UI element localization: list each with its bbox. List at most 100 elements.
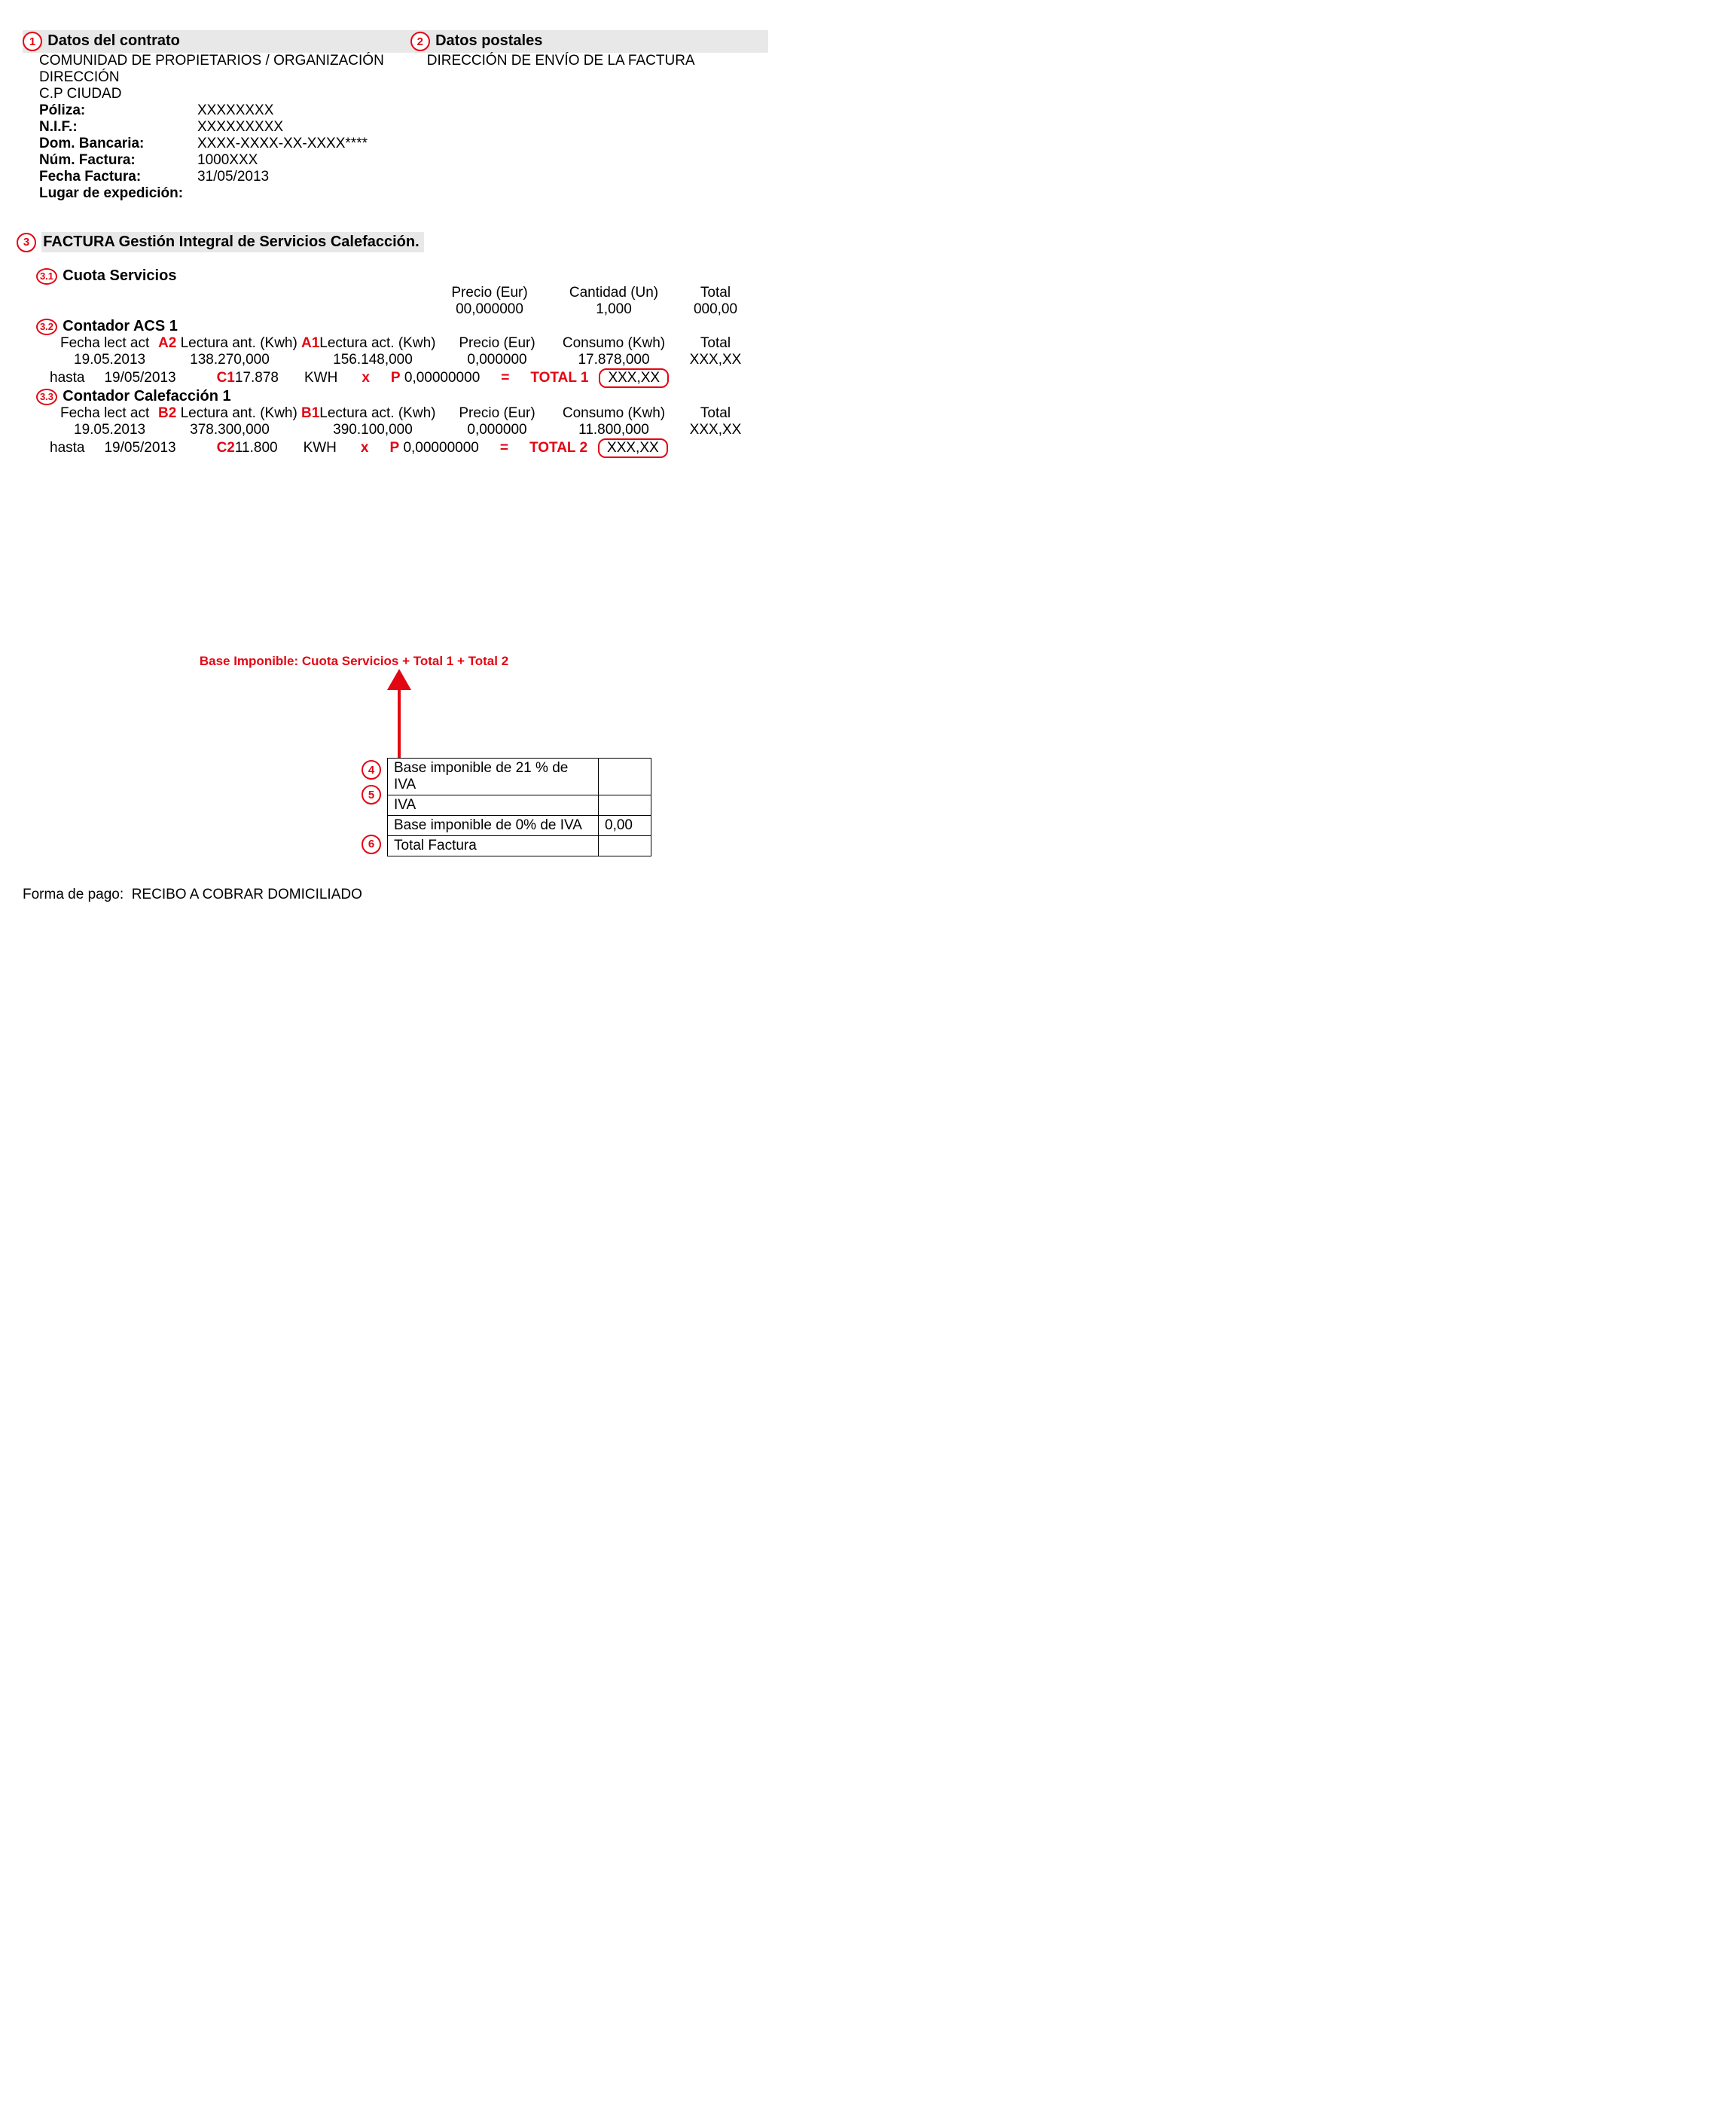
- totals-table: Base imponible de 21 % de IVA IVA Base i…: [387, 758, 651, 856]
- pago-v: RECIBO A COBRAR DOMICILIADO: [132, 887, 362, 902]
- sec32-row: 3.2 Contador ACS 1: [23, 318, 768, 335]
- sec33-row: 3.3 Contador Calefacción 1: [23, 388, 768, 405]
- s32-a1: A1: [301, 335, 319, 351]
- s32-headers: Fecha lect act A2 Lectura ant. (Kwh) A1L…: [23, 335, 768, 352]
- tot-r6-v: 0,00: [599, 816, 651, 836]
- base-note: Base Imponible: Cuota Servicios + Total …: [158, 654, 550, 669]
- pago-line: Forma de pago: RECIBO A COBRAR DOMICILIA…: [23, 887, 768, 903]
- s32-v-lant: 138.270,000: [158, 352, 301, 368]
- s33-pv: 0,00000000: [403, 440, 478, 456]
- sec2-title: Datos postales: [435, 32, 542, 49]
- s32-h-precio: Precio (Eur): [444, 335, 550, 352]
- s33-h-fecha: Fecha lect act: [60, 405, 158, 422]
- org-line: COMUNIDAD DE PROPIETARIOS / ORGANIZACIÓN: [39, 53, 410, 69]
- marker-31: 3.1: [36, 268, 57, 285]
- marker-5: 5: [362, 785, 381, 804]
- s32-kwh: KWH: [304, 370, 337, 386]
- fechaf-k: Fecha Factura:: [39, 169, 197, 185]
- s33-eq: =: [500, 440, 508, 456]
- fechaf-v: 31/05/2013: [197, 169, 410, 185]
- poliza-v: XXXXXXXX: [197, 102, 410, 119]
- s32-h-total: Total: [678, 335, 753, 352]
- tot-r4-l: Base imponible de 21 % de IVA: [388, 759, 599, 795]
- sec1-title: Datos del contrato: [47, 32, 180, 49]
- poliza-k: Póliza:: [39, 102, 197, 119]
- sec3-row: 3 FACTURA Gestión Integral de Servicios …: [23, 232, 768, 252]
- sec31-title: Cuota Servicios: [63, 267, 176, 284]
- s32-x: x: [362, 370, 370, 386]
- marker-32: 3.2: [36, 319, 57, 335]
- numf-v: 1000XXX: [197, 152, 410, 169]
- ship-addr: DIRECCIÓN DE ENVÍO DE LA FACTURA: [427, 53, 768, 69]
- s33-c2: C2: [217, 440, 235, 456]
- marker-6: 6: [362, 835, 381, 854]
- s33-x: x: [361, 440, 369, 456]
- tot-r5-l: IVA: [388, 795, 599, 816]
- s32-calc: hasta 19/05/2013 C117.878 KWH x P 0,0000…: [23, 368, 768, 388]
- s31-v-cant: 1,000: [550, 301, 678, 318]
- tot-r7-v: [599, 836, 651, 856]
- tot-r6-l: Base imponible de 0% de IVA: [388, 816, 599, 836]
- s32-v-fecha: 19.05.2013: [60, 352, 158, 368]
- nif-v: XXXXXXXXX: [197, 119, 410, 136]
- s32-h-fecha: Fecha lect act: [60, 335, 158, 352]
- s32-v-cons: 17.878,000: [550, 352, 678, 368]
- s32-eq: =: [501, 370, 509, 386]
- s33-c2v: 11.800: [235, 440, 278, 456]
- s32-c1: C1: [217, 370, 235, 386]
- s33-v-precio: 0,000000: [444, 422, 550, 438]
- s31-values: 00,000000 1,000 000,00: [23, 301, 768, 318]
- sec3-title: FACTURA Gestión Integral de Servicios Ca…: [41, 232, 423, 252]
- s33-v-cons: 11.800,000: [550, 422, 678, 438]
- s32-v-total: XXX,XX: [678, 352, 753, 368]
- s33-hasta: hasta: [50, 440, 84, 456]
- nif-k: N.I.F.:: [39, 119, 197, 136]
- s32-h-cons: Consumo (Kwh): [550, 335, 678, 352]
- s33-totbox: XXX,XX: [598, 438, 668, 458]
- dom-k: Dom. Bancaria:: [39, 136, 197, 152]
- s33-b1: B1: [301, 405, 319, 421]
- s31-h-total: Total: [678, 285, 753, 301]
- sec31-row: 3.1 Cuota Servicios: [23, 267, 768, 285]
- s33-h-precio: Precio (Eur): [444, 405, 550, 422]
- s31-v-total: 000,00: [678, 301, 753, 318]
- marker-4: 4: [362, 760, 381, 780]
- s32-v-precio: 0,000000: [444, 352, 550, 368]
- s32-p: P: [391, 370, 401, 386]
- s33-kwh: KWH: [304, 440, 337, 456]
- s33-totlbl: TOTAL 2: [529, 440, 587, 456]
- marker-33: 3.3: [36, 389, 57, 405]
- s32-totlbl: TOTAL 1: [530, 370, 588, 386]
- tot-r4-v: [599, 759, 651, 795]
- s31-h-cant: Cantidad (Un): [550, 285, 678, 301]
- s32-c1v: 17.878: [235, 370, 279, 386]
- s32-hasta-v: 19/05/2013: [104, 370, 175, 386]
- s33-p: P: [389, 440, 399, 456]
- dom-v: XXXX-XXXX-XX-XXXX****: [197, 136, 410, 152]
- s32-totbox: XXX,XX: [599, 368, 669, 388]
- header-body: COMUNIDAD DE PROPIETARIOS / ORGANIZACIÓN…: [23, 53, 768, 202]
- arrow-icon: [384, 669, 414, 758]
- s33-v-total: XXX,XX: [678, 422, 753, 438]
- lugar-k: Lugar de expedición:: [39, 185, 197, 202]
- s32-pv: 0,00000000: [404, 370, 480, 386]
- s31-headers: Precio (Eur) Cantidad (Un) Total: [23, 285, 768, 301]
- s33-h-cons: Consumo (Kwh): [550, 405, 678, 422]
- s33-v-lant: 378.300,000: [158, 422, 301, 438]
- s33-h-lact: Lectura act. (Kwh): [319, 405, 435, 421]
- totals-block: 4 5 6 Base imponible de 21 % de IVA IVA …: [362, 758, 768, 856]
- marker-1: 1: [23, 32, 42, 51]
- s33-values: 19.05.2013 378.300,000 390.100,000 0,000…: [23, 422, 768, 438]
- tot-r5-v: [599, 795, 651, 816]
- tot-r7-l: Total Factura: [388, 836, 599, 856]
- sec33-title: Contador Calefacción 1: [63, 388, 230, 405]
- sec32-title: Contador ACS 1: [63, 318, 178, 334]
- s33-headers: Fecha lect act B2 Lectura ant. (Kwh) B1L…: [23, 405, 768, 422]
- s32-a2: A2: [158, 335, 176, 351]
- numf-k: Núm. Factura:: [39, 152, 197, 169]
- header-bar: 1 Datos del contrato 2 Datos postales: [23, 30, 768, 53]
- marker-2: 2: [410, 32, 430, 51]
- addr-line: DIRECCIÓN: [39, 69, 410, 86]
- s32-hasta: hasta: [50, 370, 84, 386]
- s33-b2: B2: [158, 405, 176, 421]
